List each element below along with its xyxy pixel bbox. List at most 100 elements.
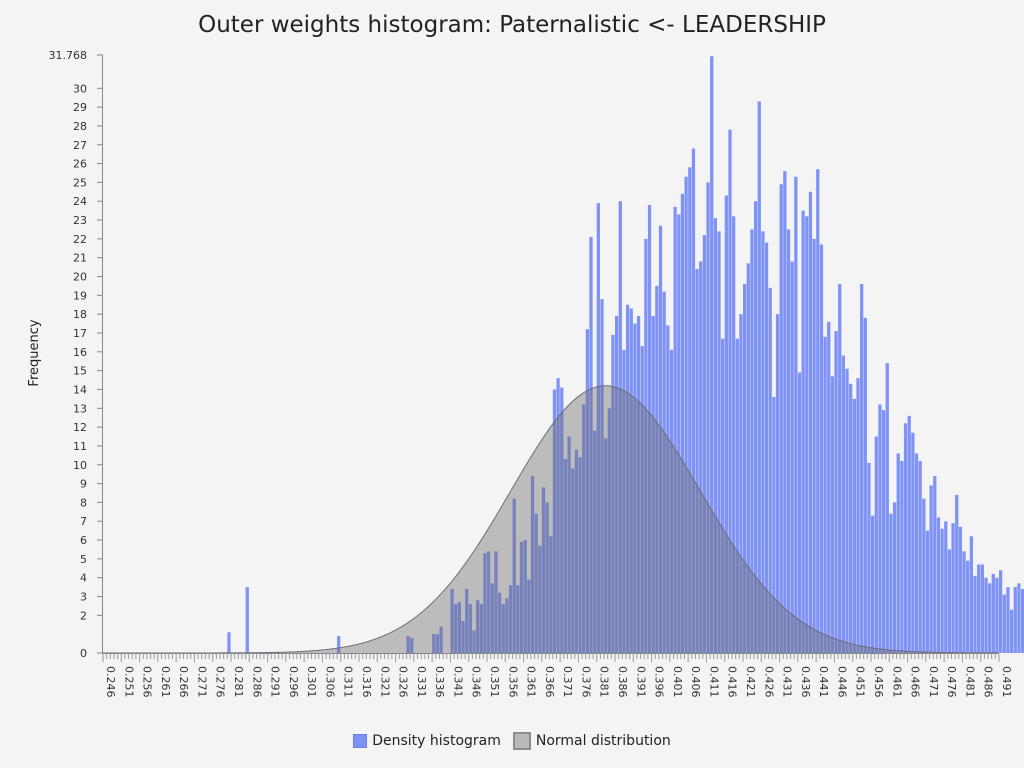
histogram-bar: [903, 423, 908, 653]
y-tick-label: 15: [73, 365, 87, 378]
histogram-bar: [838, 284, 842, 653]
histogram-bar: [647, 204, 652, 653]
y-tick-label: 29: [73, 101, 87, 114]
histogram-bar: [911, 432, 915, 653]
histogram-bar: [871, 515, 875, 653]
legend-item-density-histogram[interactable]: Density histogram: [353, 732, 501, 750]
histogram-bar: [1002, 594, 1006, 653]
histogram-bar: [439, 626, 443, 653]
histogram-bar: [929, 485, 933, 653]
histogram-bar: [508, 585, 513, 653]
x-tick-label: 0.436: [799, 666, 812, 698]
histogram-bar: [688, 167, 692, 653]
y-tick-label: 27: [73, 139, 87, 152]
histogram-bar: [955, 494, 959, 653]
x-tick-label: 0.456: [872, 666, 885, 698]
histogram-bar: [596, 203, 600, 653]
histogram-bar: [545, 502, 549, 653]
x-tick-label: 0.446: [835, 666, 848, 698]
histogram-bar: [501, 604, 505, 653]
histogram-bar: [702, 235, 707, 653]
y-tick-label: 10: [73, 459, 87, 472]
histogram-bar: [666, 325, 670, 653]
histogram-bar: [999, 570, 1003, 653]
x-tick-label: 0.266: [177, 666, 190, 698]
x-tick-label: 0.476: [945, 666, 958, 698]
x-tick-label: 0.411: [707, 666, 720, 698]
histogram-bar: [483, 553, 487, 653]
x-tick-label: 0.401: [671, 666, 684, 698]
y-tick-label: 30: [73, 82, 87, 95]
histogram-bars: [227, 56, 1024, 654]
histogram-bar: [600, 299, 604, 653]
histogram-bar: [640, 346, 644, 653]
legend-label-normal: Normal distribution: [535, 733, 671, 749]
x-tick-label: 0.431: [781, 666, 794, 698]
x-tick-label: 0.261: [159, 666, 172, 698]
histogram-bar: [410, 637, 414, 653]
x-tick-label: 0.291: [269, 666, 282, 698]
y-tick-label: 4: [80, 572, 87, 585]
histogram-bar: [534, 513, 538, 653]
x-tick-label: 0.246: [104, 666, 117, 698]
histogram-bar: [615, 316, 619, 653]
histogram-bar: [1006, 587, 1010, 653]
histogram-bar: [519, 541, 524, 653]
histogram-bar: [655, 285, 659, 653]
histogram-bar: [574, 449, 579, 653]
x-tick-label: 0.271: [195, 666, 208, 698]
x-tick-label: 0.366: [543, 666, 556, 698]
y-tick-label: 16: [73, 346, 87, 359]
histogram-bar: [812, 238, 816, 654]
x-tick-label: 0.361: [525, 666, 538, 698]
histogram-bar: [779, 184, 783, 653]
histogram-bar: [973, 575, 977, 653]
histogram-bar: [936, 517, 941, 653]
histogram-bar: [947, 549, 952, 653]
histogram-bar: [878, 404, 882, 653]
x-tick-label: 0.336: [433, 666, 446, 698]
x-tick-label: 0.421: [744, 666, 757, 698]
histogram-bar: [622, 349, 626, 653]
histogram-bar: [852, 398, 856, 653]
histogram-bar: [457, 602, 461, 653]
histogram-bar: [658, 225, 663, 653]
x-tick-label: 0.426: [762, 666, 775, 698]
x-tick-label: 0.386: [616, 666, 629, 698]
x-tick-label: 0.296: [287, 666, 300, 698]
legend-item-normal-distribution[interactable]: Normal distribution: [512, 732, 671, 750]
histogram-bar: [651, 316, 655, 653]
histogram-bar: [563, 459, 568, 653]
histogram-bar: [933, 476, 937, 653]
y-tick-label: 7: [80, 515, 87, 528]
histogram-bar: [753, 201, 758, 654]
legend: Density histogram Normal distribution: [0, 732, 1024, 750]
histogram-bar: [523, 540, 527, 653]
histogram-bar: [889, 513, 893, 653]
y-tick-label: 23: [73, 214, 87, 227]
y-tick-label: 26: [73, 158, 87, 171]
histogram-bar: [940, 528, 944, 653]
histogram-bar: [951, 523, 955, 653]
histogram-bar: [980, 564, 984, 653]
x-tick-label: 0.406: [689, 666, 702, 698]
histogram-bar: [808, 191, 813, 654]
histogram-bar: [604, 438, 608, 653]
histogram-bar: [863, 317, 867, 653]
histogram-bar: [1017, 583, 1021, 653]
histogram-bar: [918, 460, 922, 653]
histogram-bar: [607, 408, 611, 653]
y-tick-label: 5: [80, 553, 87, 566]
histogram-bar: [900, 460, 904, 653]
histogram-bar: [435, 634, 440, 653]
histogram-bar: [468, 604, 472, 653]
x-tick-label: 0.311: [342, 666, 355, 698]
y-tick-label: 11: [73, 440, 87, 453]
histogram-bar: [764, 242, 769, 653]
histogram-bar: [585, 329, 589, 653]
histogram-bar: [721, 338, 725, 653]
histogram-bar: [797, 372, 802, 653]
histogram-bar: [684, 176, 688, 653]
x-tick-label: 0.301: [305, 666, 318, 698]
histogram-bar: [567, 436, 571, 653]
